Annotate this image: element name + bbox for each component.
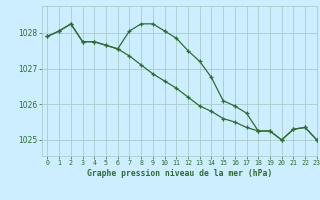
X-axis label: Graphe pression niveau de la mer (hPa): Graphe pression niveau de la mer (hPa)	[87, 169, 272, 178]
